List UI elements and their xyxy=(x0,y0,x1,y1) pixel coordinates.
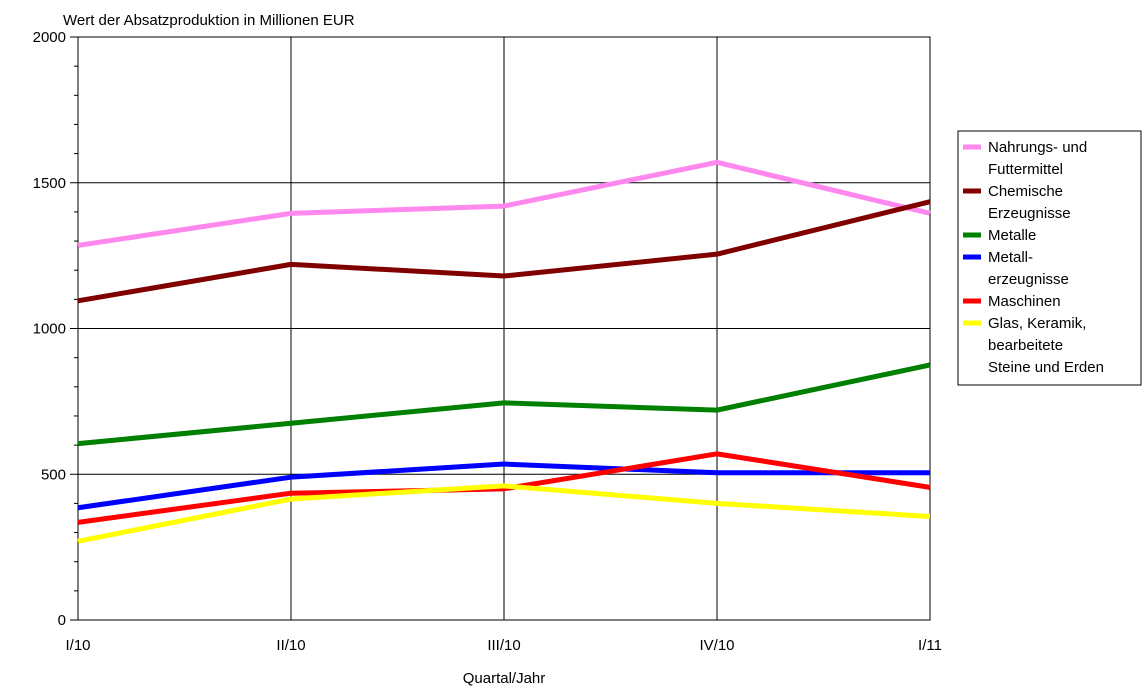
series-line xyxy=(77,461,930,511)
chart-title: Wert der Absatzproduktion in Millionen E… xyxy=(63,12,355,29)
x-tick-label: III/10 xyxy=(487,637,520,654)
x-tick-label: IV/10 xyxy=(699,637,734,654)
x-tick-label: II/10 xyxy=(276,637,305,654)
legend-label: Glas, Keramik, xyxy=(988,315,1086,332)
y-tick-label: 2000 xyxy=(33,29,66,46)
series-line xyxy=(77,199,931,304)
legend-label: Maschinen xyxy=(988,293,1061,310)
legend-label: Erzeugnisse xyxy=(988,205,1071,222)
legend-label: Futtermittel xyxy=(988,161,1063,178)
legend-label: Steine und Erden xyxy=(988,359,1104,376)
legend-box xyxy=(957,130,1142,386)
legend: Nahrungs- und Futtermittel Chemische Erzeug… xyxy=(957,130,1142,386)
y-tick-label: 1000 xyxy=(33,321,66,338)
legend-label: erzeugnisse xyxy=(988,271,1069,288)
legend-label: Metalle xyxy=(988,227,1036,244)
legend-label: Chemische xyxy=(988,183,1063,200)
axes: 0 500 1000 1500 2000 I/10 II/10 III/10 IV/10 I/11 xyxy=(33,29,942,654)
y-tick-label: 500 xyxy=(41,466,66,483)
series-lines xyxy=(77,159,931,544)
series-line xyxy=(77,159,931,248)
x-tick-label: I/11 xyxy=(918,637,942,654)
series-line xyxy=(77,451,931,525)
y-tick-label: 0 xyxy=(58,612,66,629)
legend-label: bearbeitete xyxy=(988,337,1063,354)
grid xyxy=(78,36,931,620)
series-line xyxy=(77,483,931,544)
legend-label: Nahrungs- und xyxy=(988,139,1087,156)
y-tick-label: 1500 xyxy=(33,175,66,192)
x-tick-label: I/10 xyxy=(65,637,90,654)
x-axis-label: Quartal/Jahr xyxy=(463,670,546,687)
series-line xyxy=(77,362,931,447)
legend-label: Metall- xyxy=(988,249,1033,266)
